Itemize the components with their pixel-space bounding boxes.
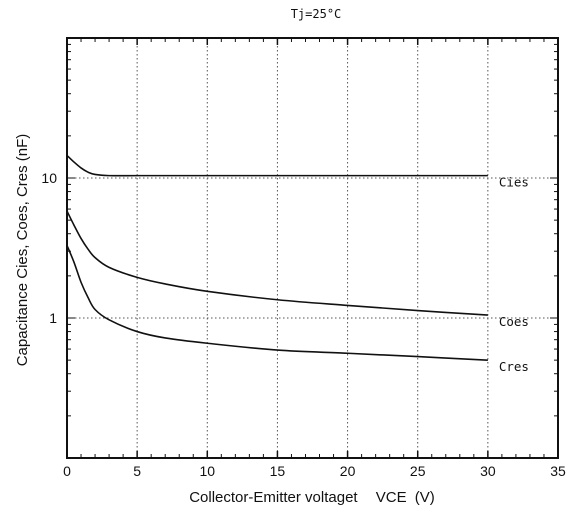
series-line-cies — [66, 154, 488, 177]
x-axis-label-main: Collector-Emitter voltaget — [189, 489, 358, 506]
x-tick-label: 10 — [199, 463, 215, 479]
x-axis-label-symbol: VCE — [376, 489, 407, 506]
x-tick-label: 35 — [550, 463, 566, 479]
x-tick-label: 25 — [410, 463, 426, 479]
gridlines — [67, 38, 558, 458]
y-tick-label: 1 — [49, 310, 57, 326]
x-tick-label: 0 — [63, 463, 71, 479]
series-label-cres: Cres — [499, 359, 529, 374]
series-line-cres — [66, 245, 488, 361]
chart-title: Tj=25°C — [291, 7, 342, 21]
series-lines — [66, 154, 488, 361]
axis-ticks — [66, 38, 559, 459]
series-labels: Cies Coes Cres — [499, 175, 529, 375]
series-label-cies: Cies — [499, 175, 529, 190]
x-tick-label: 30 — [480, 463, 496, 479]
x-axis-label: Collector-Emitter voltaget VCE (V) — [189, 489, 435, 506]
y-tick-label: 10 — [41, 170, 57, 186]
plot-frame — [66, 37, 559, 459]
y-axis-label: Capacitance Cies, Coes, Cres (nF) — [14, 134, 31, 367]
x-tick-label: 20 — [340, 463, 356, 479]
x-tick-label: 5 — [133, 463, 141, 479]
series-label-coes: Coes — [499, 314, 529, 329]
series-line-coes — [66, 210, 488, 316]
tick-labels: 0 5 10 15 20 25 30 35 1 10 — [41, 170, 566, 479]
x-tick-label: 15 — [270, 463, 286, 479]
x-axis-label-unit: (V) — [415, 489, 435, 506]
